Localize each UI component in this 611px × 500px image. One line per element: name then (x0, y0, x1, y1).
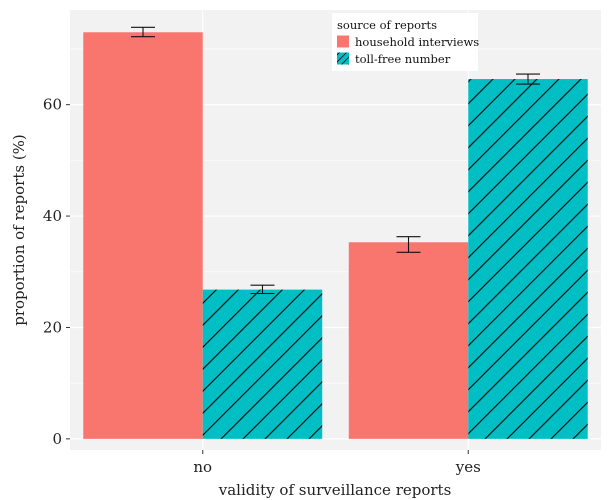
legend-label-household-interviews: household interviews (355, 35, 479, 49)
bar-household-interviews-yes (348, 242, 469, 439)
y-axis: 0 20 40 60 (43, 96, 70, 448)
bars (83, 32, 588, 439)
x-axis-title: validity of surveillance reports (218, 481, 452, 499)
bar-toll-free-number-yes (468, 79, 588, 439)
legend: source of reports household interviews t… (332, 13, 479, 71)
y-tick-label: 60 (43, 96, 62, 114)
bar-household-interviews-no (83, 32, 203, 439)
error-bars (131, 26, 540, 295)
legend-key-toll-free-number (337, 52, 349, 65)
x-tick-label: no (193, 458, 212, 476)
x-tick-label: yes (455, 458, 481, 476)
x-axis: no yes (193, 450, 481, 476)
y-axis-title: proportion of reports (%) (10, 134, 28, 326)
y-tick-label: 20 (43, 318, 62, 336)
legend-label-toll-free-number: toll-free number (355, 52, 451, 66)
legend-background (332, 13, 478, 71)
y-tick-label: 40 (43, 207, 62, 225)
y-tick-label: 0 (52, 430, 62, 448)
bar-toll-free-number-no (202, 289, 323, 439)
legend-key-household-interviews (337, 35, 349, 48)
legend-title: source of reports (337, 18, 437, 32)
